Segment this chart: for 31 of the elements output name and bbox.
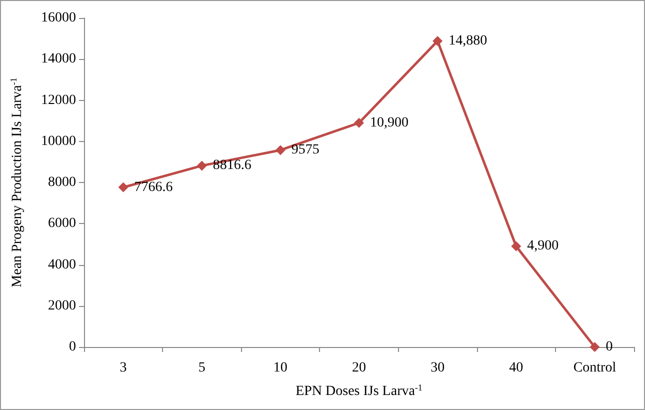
x-tick-label: 10: [273, 360, 288, 376]
y-tick-label: 16000: [41, 10, 76, 26]
x-tick-label: 5: [198, 360, 206, 376]
point: [275, 145, 286, 156]
y-tick-label: 4000: [48, 257, 76, 272]
y-tick-label: 0: [69, 340, 76, 354]
y-tick-label: 6000: [48, 216, 76, 232]
y-tick-label: 8000: [48, 175, 76, 190]
point: [432, 36, 443, 46]
x-tick-label: 3: [120, 360, 127, 376]
point: [354, 118, 364, 128]
data-label: 0: [606, 340, 613, 354]
y-tick-label: 14000: [41, 52, 76, 67]
point: [511, 241, 522, 252]
y-axis-title: Mean Progeny Production IJs Larva-1: [8, 78, 25, 288]
y-tick-label: 2000: [48, 298, 76, 314]
data-label: 8816.6: [212, 158, 252, 174]
data-label: 10,900: [370, 115, 408, 130]
point: [590, 342, 600, 352]
data-label: 9575: [291, 142, 320, 158]
y-tick-label: 10000: [41, 134, 76, 149]
point: [196, 160, 207, 171]
x-tick-label: 40: [509, 360, 524, 376]
x-tick-label: 30: [430, 360, 445, 376]
data-label: 14,880: [448, 34, 488, 49]
y-tick-label: 12000: [41, 92, 76, 108]
data-label: 4,900: [527, 238, 559, 254]
point: [118, 182, 128, 192]
data-label: 7766.6: [134, 180, 173, 195]
x-tick-label: 20: [352, 360, 366, 376]
x-tick-label: Control: [573, 360, 616, 376]
